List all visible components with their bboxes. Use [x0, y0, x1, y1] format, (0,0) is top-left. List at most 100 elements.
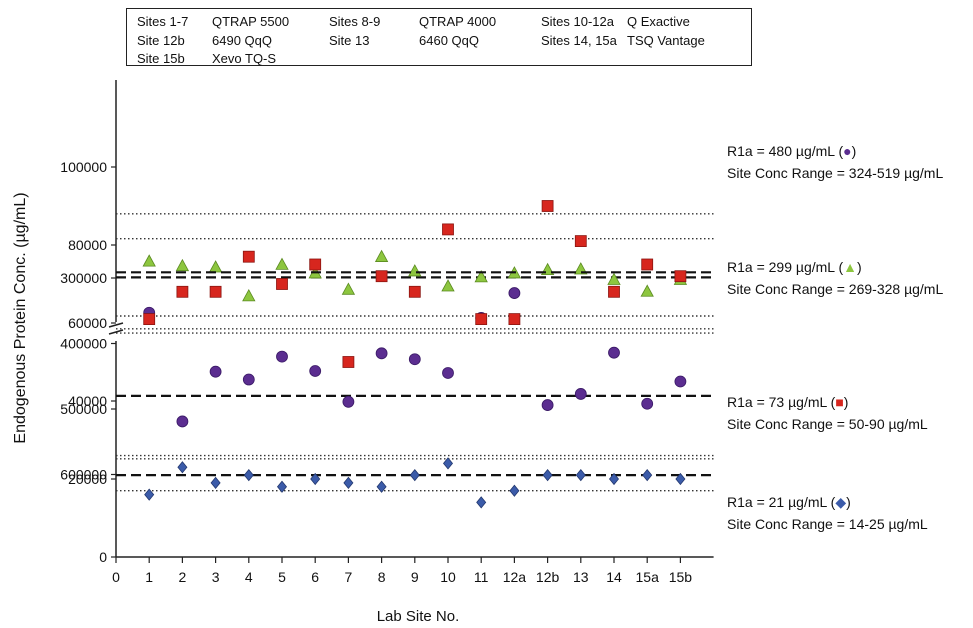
data-point-circle — [608, 346, 620, 359]
series-mean-annotation: R1a = 73 µg/mL (■) — [727, 394, 848, 410]
legend-site-label: Site 12b — [137, 33, 185, 48]
legend-instrument-label: 6490 QqQ — [212, 33, 272, 48]
legend-instrument-label: QTRAP 5500 — [212, 14, 290, 29]
data-point-circle — [508, 287, 521, 299]
data-point-square — [541, 200, 554, 212]
y-tick-label: 400000 — [60, 336, 107, 352]
series-mean-annotation: R1a = 480 µg/mL (●) — [727, 143, 856, 159]
data-point-diamond — [608, 472, 620, 486]
y-tick-label: 100000 — [60, 159, 107, 175]
y-tick-label: 40000 — [68, 393, 107, 409]
axis-break-mark — [108, 322, 124, 328]
data-point-circle — [309, 365, 322, 377]
data-point-triangle — [242, 289, 256, 302]
data-point-diamond — [409, 468, 420, 482]
legend-site-label: Site 13 — [329, 33, 370, 48]
series-range-annotation: Site Conc Range = 269-328 µg/mL — [727, 281, 943, 297]
data-point-square — [508, 313, 521, 326]
data-point-square — [674, 270, 687, 283]
data-point-square — [574, 235, 587, 248]
x-tick-label: 0 — [112, 569, 120, 585]
legend-site-label: Sites 8-9 — [329, 14, 381, 29]
data-point-circle — [574, 388, 587, 400]
y-tick-label: 60000 — [68, 315, 107, 331]
data-point-square — [375, 270, 388, 283]
series-range-annotation: Site Conc Range = 14-25 µg/mL — [727, 516, 928, 532]
axis-break-mark — [108, 329, 124, 335]
x-tick-label: 15a — [636, 569, 660, 585]
legend-instrument-label: Xevo TQ-S — [212, 51, 277, 66]
x-tick-label: 3 — [212, 569, 220, 585]
y-tick-label: 300000 — [60, 270, 107, 286]
data-point-triangle — [275, 257, 289, 270]
data-point-square — [276, 278, 288, 290]
data-point-square — [641, 258, 654, 271]
x-tick-label: 8 — [378, 569, 386, 585]
series-range-annotation: Site Conc Range = 50-90 µg/mL — [727, 416, 928, 432]
data-point-diamond — [177, 461, 188, 474]
data-point-diamond — [642, 468, 653, 482]
data-point-square — [242, 250, 255, 263]
data-point-diamond — [476, 496, 487, 509]
data-point-circle — [375, 347, 388, 360]
series-mean-annotation: R1a = 21 µg/mL (◆) — [727, 494, 851, 510]
x-tick-label: 1 — [145, 569, 153, 585]
x-tick-label: 13 — [573, 569, 589, 585]
data-point-square — [442, 223, 454, 236]
data-point-circle — [209, 365, 222, 378]
x-tick-label: 7 — [345, 569, 353, 585]
data-point-square — [176, 285, 189, 298]
y-tick-label: 0 — [99, 549, 107, 565]
data-point-circle — [176, 415, 189, 428]
data-point-square — [309, 258, 322, 271]
x-tick-label: 12a — [503, 569, 527, 585]
data-point-circle — [674, 375, 687, 388]
data-point-triangle — [341, 282, 356, 295]
data-point-triangle — [607, 272, 621, 285]
data-point-circle — [541, 399, 554, 411]
data-point-circle — [408, 353, 421, 366]
legend-instrument-label: 6460 QqQ — [419, 33, 479, 48]
x-tick-label: 4 — [245, 569, 253, 585]
y-tick-label: 80000 — [68, 237, 107, 253]
y-tick-label: 500000 — [60, 401, 107, 417]
data-point-circle — [242, 373, 255, 386]
data-point-diamond — [575, 468, 586, 482]
x-axis-label: Lab Site No. — [377, 608, 460, 625]
data-point-diamond — [243, 468, 254, 482]
x-tick-label: 10 — [440, 569, 456, 585]
data-point-circle — [641, 397, 654, 410]
legend-site-label: Sites 10-12a — [541, 14, 614, 29]
data-point-circle — [342, 395, 355, 408]
y-tick-label: 600000 — [60, 467, 107, 483]
data-point-diamond — [542, 468, 553, 482]
data-point-diamond — [343, 476, 354, 490]
data-point-circle — [442, 367, 454, 379]
data-point-diamond — [310, 472, 321, 486]
series-mean-annotation: R1a = 299 µg/mL (▲) — [727, 259, 862, 275]
data-point-diamond — [509, 484, 520, 497]
y-axis-label: Endogenous Protein Conc. (µg/mL) — [12, 192, 29, 443]
legend-site-label: Sites 1-7 — [137, 14, 189, 29]
data-point-square — [209, 285, 222, 298]
data-point-diamond — [675, 472, 686, 486]
data-point-triangle — [408, 264, 422, 277]
x-tick-label: 2 — [179, 569, 187, 585]
data-point-triangle — [208, 260, 223, 273]
data-point-triangle — [374, 249, 389, 262]
data-point-square — [408, 285, 421, 298]
data-point-diamond — [376, 480, 387, 493]
x-tick-label: 9 — [411, 569, 419, 585]
legend-instrument-label: TSQ Vantage — [627, 33, 705, 48]
x-tick-label: 11 — [474, 569, 489, 585]
data-point-triangle — [142, 254, 156, 267]
legend-site-label: Site 15b — [137, 51, 185, 66]
data-point-triangle — [474, 270, 488, 283]
data-point-diamond — [442, 457, 454, 470]
legend-instrument-label: QTRAP 4000 — [419, 14, 497, 29]
data-point-square — [608, 285, 620, 298]
x-tick-label: 12b — [536, 569, 560, 585]
data-point-square — [342, 356, 355, 368]
data-point-circle — [276, 350, 288, 363]
